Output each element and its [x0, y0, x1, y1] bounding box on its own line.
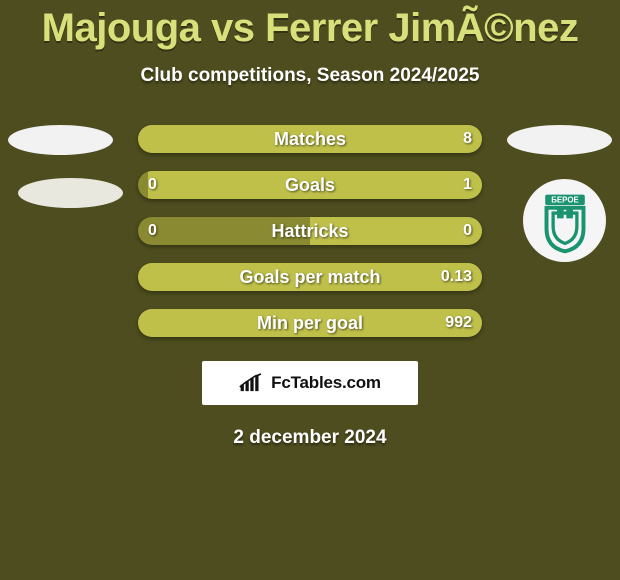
page-title: Majouga vs Ferrer JimÃ©nez — [0, 0, 620, 51]
stat-bar-label: Min per goal — [138, 309, 482, 337]
stat-bar-label: Matches — [138, 125, 482, 153]
player-right-badge — [507, 125, 612, 155]
stat-value-right: 0 — [463, 217, 472, 245]
stat-row: Hattricks0 0 — [138, 217, 482, 245]
stat-row: Goals per match0.13 — [138, 263, 482, 291]
stat-bars: Matches8Goals01Hattricks00Goals per matc… — [138, 125, 482, 355]
footer-date: 2 december 2024 — [0, 427, 620, 449]
stat-bar-label: Hattricks — [138, 217, 482, 245]
stat-value-right: 992 — [445, 309, 472, 337]
stat-value-left: 0 — [148, 217, 157, 245]
player-left-badge-2 — [18, 178, 123, 208]
club-logo-icon: БЕРОЕ — [532, 188, 598, 254]
stat-row: Min per goal992 — [138, 309, 482, 337]
page-subtitle: Club competitions, Season 2024/2025 — [0, 65, 620, 87]
stat-bar-label: Goals per match — [138, 263, 482, 291]
stat-row: Goals0 1 — [138, 171, 482, 199]
stat-row: Matches8 — [138, 125, 482, 153]
branding-text: FcTables.com — [271, 373, 381, 393]
club-logo: БЕРОЕ — [523, 179, 606, 262]
stat-value-right: 1 — [463, 171, 472, 199]
stats-area: БЕРОЕ Matches8Goals01Hattricks00Goals pe… — [0, 125, 620, 355]
chart-icon — [239, 372, 265, 394]
stat-value-right: 0.13 — [441, 263, 472, 291]
stat-value-right: 8 — [463, 125, 472, 153]
branding-badge[interactable]: FcTables.com — [202, 361, 418, 405]
stat-value-left: 0 — [148, 171, 157, 199]
player-left-badge-1 — [8, 125, 113, 155]
stat-bar-label: Goals — [138, 171, 482, 199]
svg-text:БЕРОЕ: БЕРОЕ — [551, 195, 579, 204]
